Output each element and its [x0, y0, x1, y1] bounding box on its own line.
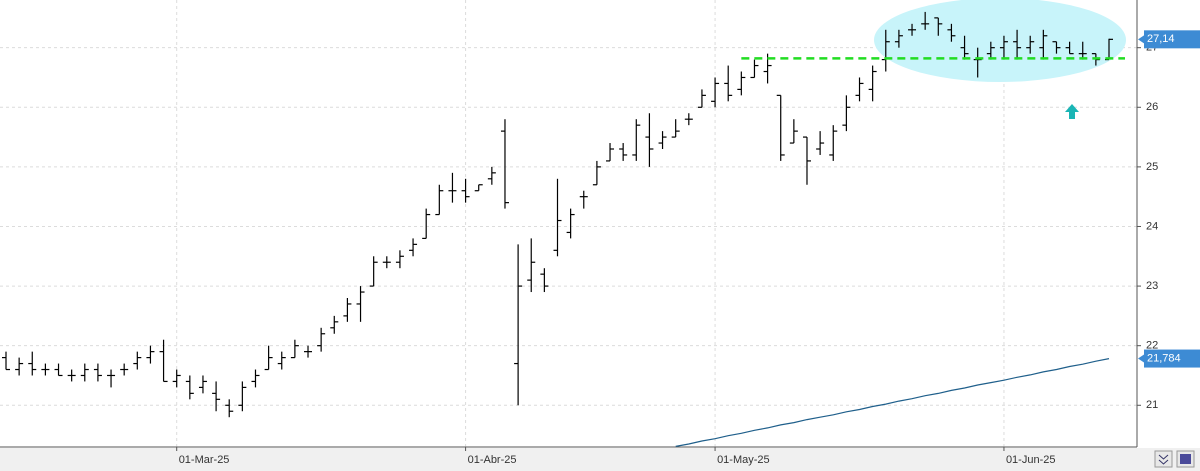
x-tick-label: 01-Mar-25: [179, 454, 230, 466]
footer: [0, 448, 1200, 471]
y-tick-label: 21: [1146, 399, 1158, 411]
price-marker-label: 27,14: [1147, 33, 1175, 45]
up-arrow: [1065, 104, 1079, 119]
y-tick-label: 26: [1146, 101, 1158, 113]
y-tick-label: 24: [1146, 220, 1158, 232]
moving-average-line: [675, 358, 1110, 447]
price-marker-label: 21,784: [1147, 352, 1181, 364]
y-tick-label: 22: [1146, 340, 1158, 352]
price-marker: [1144, 30, 1200, 49]
price-marker-pointer: [1138, 354, 1144, 363]
x-tick-label: 01-Jun-25: [1006, 454, 1056, 466]
price-marker: [1144, 349, 1200, 368]
highlight-ellipse: [874, 0, 1126, 82]
y-tick-label: 23: [1146, 280, 1158, 292]
collapse-icon: [1158, 454, 1169, 465]
save-icon: [1180, 454, 1191, 464]
y-tick-label: 25: [1146, 161, 1158, 173]
price-marker-pointer: [1138, 35, 1144, 44]
x-tick-label: 01-May-25: [717, 454, 770, 466]
x-tick-label: 01-Abr-25: [468, 454, 517, 466]
